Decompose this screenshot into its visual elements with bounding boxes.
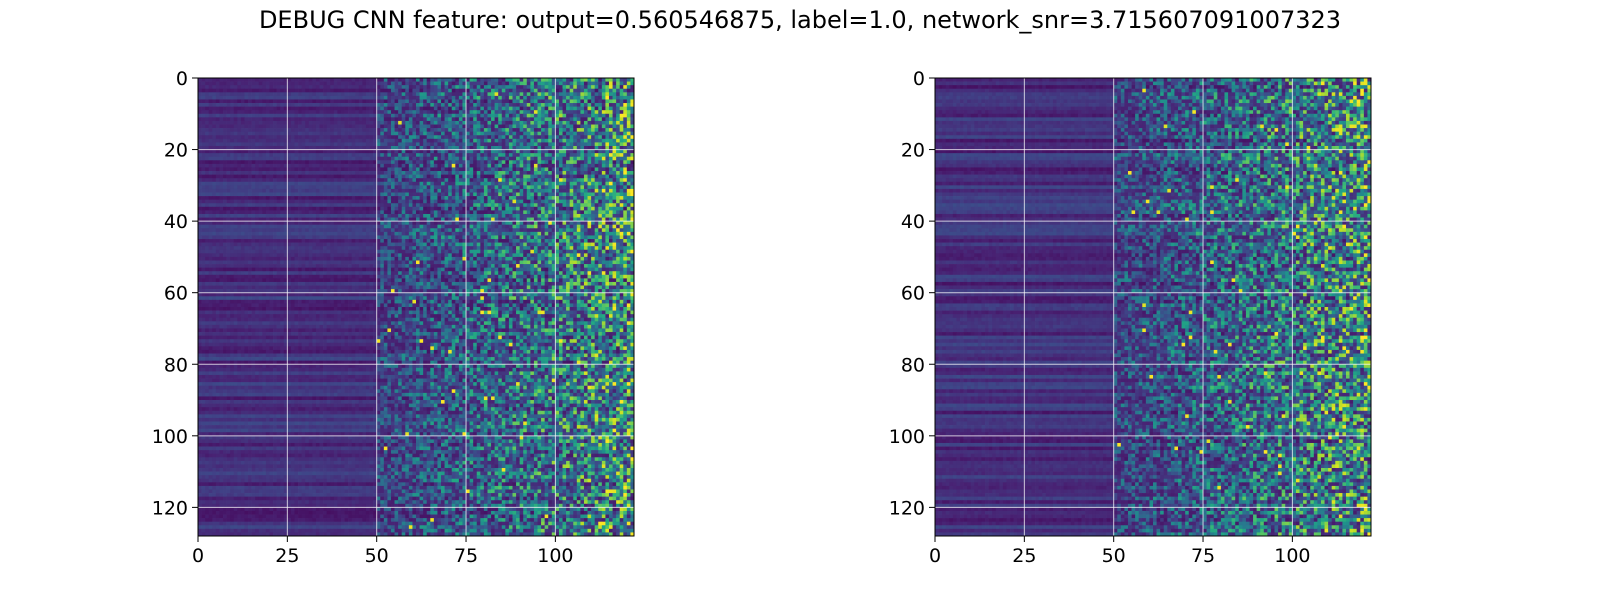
x-tick-label: 25	[275, 545, 299, 567]
y-tick-label: 60	[901, 283, 925, 305]
x-axis-ticks: 0 25 50 75 100	[929, 536, 1311, 567]
x-axis-ticks: 0 25 50 75 100	[192, 536, 574, 567]
y-axis-ticks: 0 20 40 60 80 100 120	[889, 68, 935, 519]
y-tick-label: 40	[901, 211, 925, 233]
x-tick-label: 100	[537, 545, 573, 567]
y-tick-label: 20	[164, 140, 188, 162]
y-tick-label: 100	[889, 426, 925, 448]
x-tick-label: 75	[454, 545, 478, 567]
x-tick-label: 0	[929, 545, 941, 567]
y-tick-label: 40	[164, 211, 188, 233]
heatmap-panel-left: 0 25 50 75 100 0 20 40 60 80 100 120	[152, 68, 635, 567]
heatmap-panel-right: 0 25 50 75 100 0 20 40 60 80 100 120	[889, 68, 1372, 567]
x-tick-label: 75	[1191, 545, 1215, 567]
y-axis-ticks: 0 20 40 60 80 100 120	[152, 68, 198, 519]
y-tick-label: 120	[152, 497, 188, 519]
y-tick-label: 0	[913, 68, 925, 90]
y-tick-label: 60	[164, 283, 188, 305]
x-tick-label: 0	[192, 545, 204, 567]
y-tick-label: 100	[152, 426, 188, 448]
y-tick-label: 120	[889, 497, 925, 519]
heatmap-cells	[935, 78, 1371, 536]
x-tick-label: 50	[1102, 545, 1126, 567]
y-tick-label: 20	[901, 140, 925, 162]
y-tick-label: 0	[176, 68, 188, 90]
x-tick-label: 100	[1274, 545, 1310, 567]
heatmap-cells	[198, 78, 634, 536]
y-tick-label: 80	[901, 354, 925, 376]
x-tick-label: 50	[365, 545, 389, 567]
x-tick-label: 25	[1012, 545, 1036, 567]
y-tick-label: 80	[164, 354, 188, 376]
